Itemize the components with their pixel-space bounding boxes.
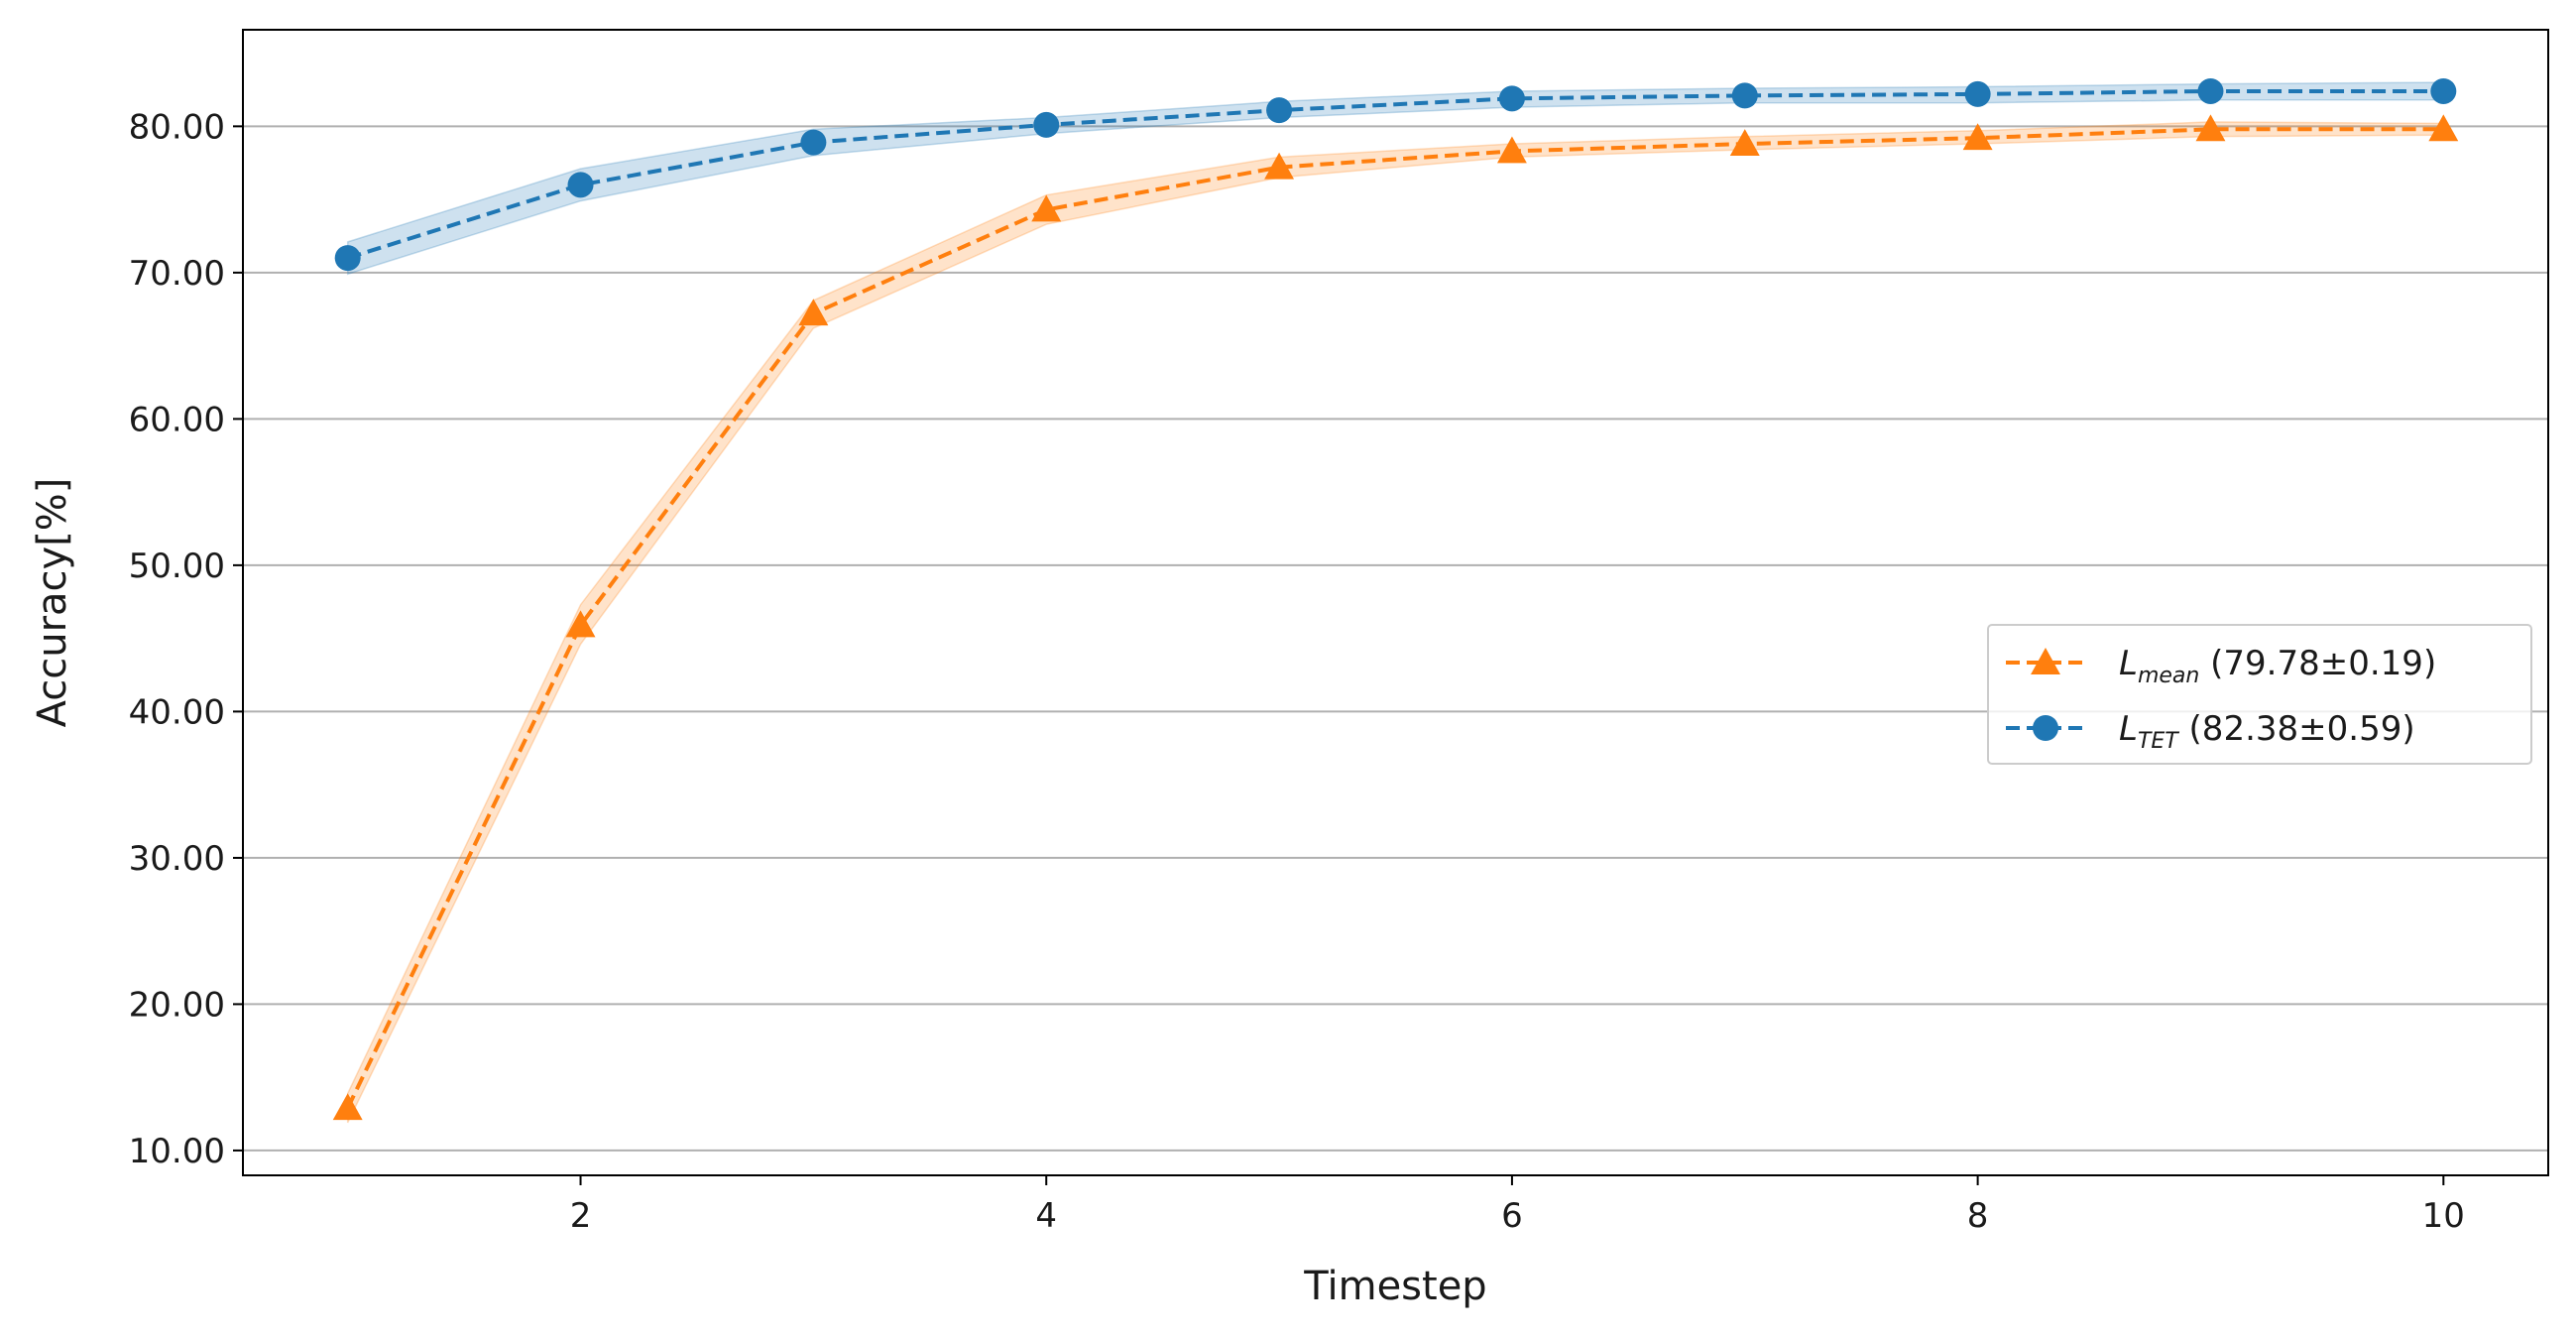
y-axis-label: Accuracy[%] [30,478,75,728]
series-lines [345,88,2444,1110]
y-tick-label: 50.00 [129,547,225,586]
confidence-band [346,81,2445,276]
data-point [1498,85,1525,112]
y-axis-ticks: 10.00 20.00 30.00 40.00 50.00 60.00 70.00 80.00 [129,107,243,1171]
data-point [1031,194,1062,222]
legend-label: LTET (82.38±0.59) [2119,709,2415,754]
x-axis-label: Timestep [1303,1264,1486,1309]
legend: Lmean (79.78±0.19) LTET (82.38±0.59) [1987,624,2532,765]
data-point [565,610,596,638]
x-tick-label: 6 [1501,1196,1523,1236]
legend-box [1987,624,2532,765]
data-point [1964,80,1991,107]
series-line [347,88,2444,261]
y-tick-label: 20.00 [129,985,225,1025]
data-point [1496,136,1527,164]
y-tick-label: 60.00 [129,400,225,439]
series-markers [332,77,2459,1121]
y-tick-label: 30.00 [129,839,225,879]
data-point [2195,114,2226,142]
y-tick-label: 40.00 [129,692,225,732]
data-point [1962,123,1993,151]
y-tick-label: 10.00 [129,1132,225,1171]
data-point [334,245,361,272]
plot-frame [242,29,2549,1176]
data-point [1264,152,1295,180]
data-point [2031,648,2060,674]
data-point [2197,77,2224,104]
data-point [800,129,827,156]
data-point [1033,111,1060,138]
x-axis-ticks: 2 4 6 8 10 [570,1175,2465,1236]
y-tick-label: 70.00 [129,254,225,294]
x-tick-label: 2 [570,1196,592,1236]
x-tick-label: 10 [2422,1196,2465,1236]
data-point [2033,715,2058,741]
series-line [345,127,2444,1110]
data-point [2428,114,2459,142]
confidence-bands [346,81,2445,1124]
data-point [1729,129,1760,157]
data-point [332,1093,363,1121]
data-point [567,172,594,198]
x-tick-label: 8 [1967,1196,1989,1236]
data-point [1731,82,1758,109]
legend-label: Lmean (79.78±0.19) [2119,644,2436,688]
data-point [798,299,829,326]
x-tick-label: 4 [1035,1196,1057,1236]
y-tick-label: 80.00 [129,107,225,147]
data-point [1266,97,1293,124]
data-point [2430,77,2457,104]
